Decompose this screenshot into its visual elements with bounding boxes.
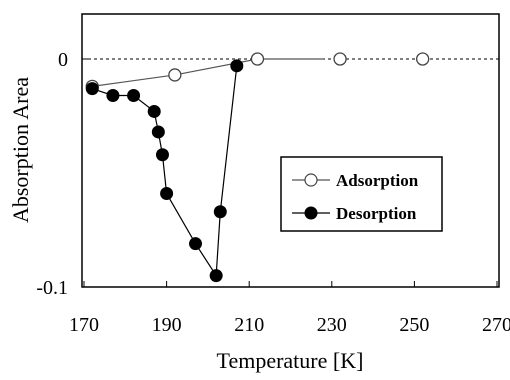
adsorption-point <box>333 52 347 66</box>
x-tick-label: 190 <box>152 314 182 336</box>
y-axis-title: Absorption Area <box>8 77 33 223</box>
x-tick-label: 210 <box>234 314 264 336</box>
legend-adsorption-label: Adsorption <box>336 171 419 190</box>
plot-frame <box>81 13 500 288</box>
adsorption-line <box>92 58 324 87</box>
x-tick-label: 250 <box>399 314 429 336</box>
desorption-point <box>160 187 174 201</box>
legend: Adsorption Desorption <box>280 156 443 232</box>
desorption-point <box>155 148 169 162</box>
y-tick-label: 0 <box>58 49 68 71</box>
desorption-point <box>127 88 141 102</box>
x-tick-label: 270 <box>482 314 510 336</box>
y-tick-label: -0.1 <box>36 277 68 299</box>
desorption-point <box>209 269 223 283</box>
desorption-point <box>151 125 165 139</box>
x-axis-title: Temperature [K] <box>217 348 364 373</box>
adsorption-point <box>168 68 182 82</box>
desorption-point <box>147 104 161 118</box>
series-layer <box>85 52 430 283</box>
axis-ticks: 170 190 210 230 250 270 0 -0.1 <box>36 49 510 336</box>
desorption-point <box>85 82 99 96</box>
legend-desorption-marker <box>304 206 318 220</box>
desorption-point <box>189 237 203 251</box>
legend-adsorption-marker <box>304 173 318 187</box>
legend-desorption-label: Desorption <box>336 204 417 223</box>
adsorption-point <box>416 52 430 66</box>
desorption-point <box>213 205 227 219</box>
desorption-point <box>230 59 244 73</box>
adsorption-point <box>250 52 265 66</box>
x-tick-label: 170 <box>69 314 99 336</box>
desorption-point <box>106 88 120 102</box>
x-tick-label: 230 <box>317 314 347 336</box>
